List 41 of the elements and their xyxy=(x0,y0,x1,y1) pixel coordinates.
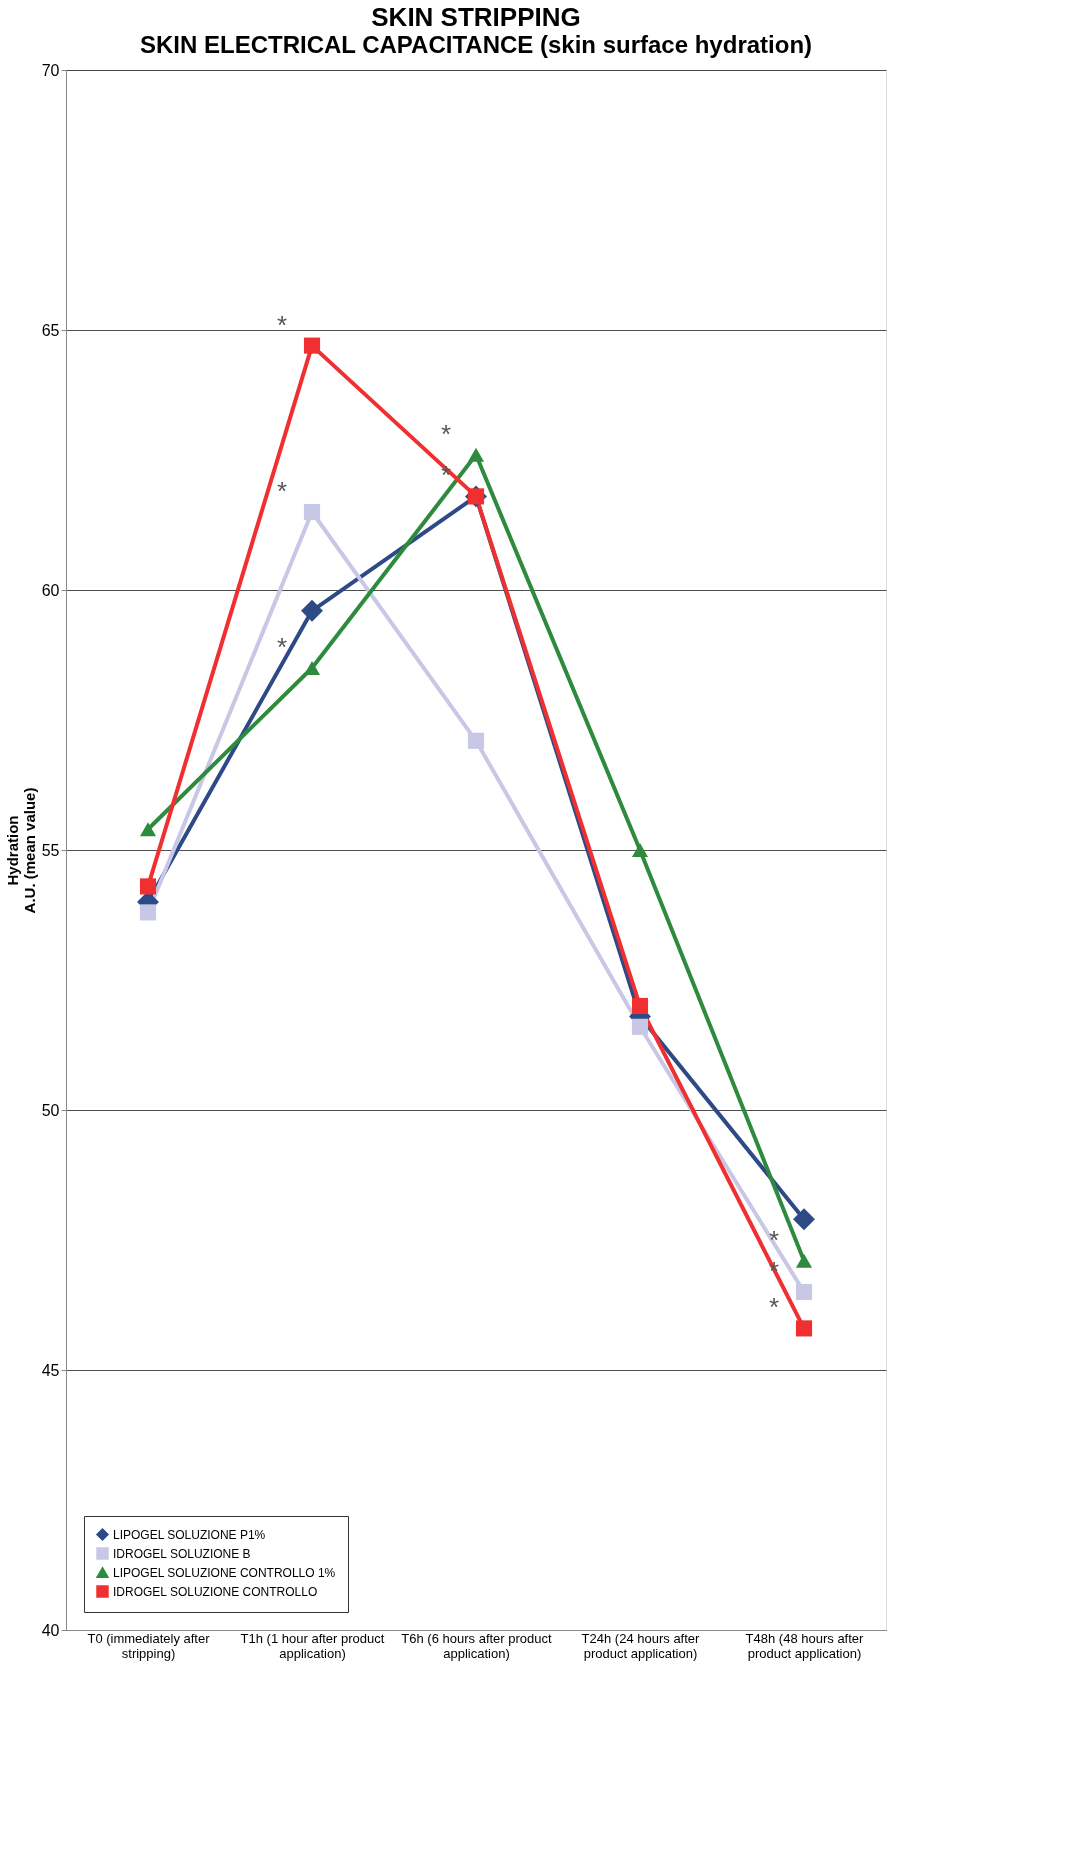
point xyxy=(631,997,649,1015)
x-tick-label: T1h (1 hour after product application) xyxy=(240,1630,385,1661)
point xyxy=(139,822,157,837)
x-tick-label: T24h (24 hours after product application) xyxy=(581,1630,701,1661)
legend-label: IDROGEL SOLUZIONE CONTROLLO xyxy=(113,1584,318,1599)
point xyxy=(139,878,157,895)
legend-label: LIPOGEL SOLUZIONE P1% xyxy=(113,1527,266,1542)
y-axis-title: Hydration A.U. (mean value) xyxy=(3,787,38,914)
chart-title: SKIN STRIPPING xyxy=(371,2,581,32)
point xyxy=(303,503,321,521)
annotation: * xyxy=(768,1292,780,1323)
point xyxy=(467,732,485,749)
y-tick-label: 40 xyxy=(41,1621,60,1639)
y-tick-label: 60 xyxy=(41,581,60,599)
y-tick-label: 45 xyxy=(41,1361,60,1379)
y-tick-label: 70 xyxy=(41,61,60,79)
point xyxy=(139,904,157,921)
point xyxy=(303,337,321,354)
y-tick-label: 50 xyxy=(41,1101,60,1119)
point xyxy=(303,661,321,675)
chart-subtitle: SKIN ELECTRICAL CAPACITANCE (skin surface hydration) xyxy=(139,31,813,58)
y-tick-label: 55 xyxy=(41,841,60,859)
annotation: * xyxy=(276,632,288,662)
x-tick-label: T6h (6 hours after product application) xyxy=(401,1630,553,1661)
x-tick-label: T48h (48 hours after product application) xyxy=(745,1630,865,1661)
x-tick-label: T0 (immediately after stripping) xyxy=(87,1630,211,1661)
point xyxy=(795,1320,813,1337)
legend-label: IDROGEL SOLUZIONE B xyxy=(113,1546,251,1561)
point xyxy=(631,843,649,857)
annotation: * xyxy=(276,476,288,506)
point xyxy=(301,599,323,622)
annotation: * xyxy=(276,309,288,340)
point xyxy=(631,1018,649,1035)
point xyxy=(795,1283,813,1301)
y-tick-label: 65 xyxy=(41,321,60,339)
point xyxy=(793,1208,815,1231)
point xyxy=(467,447,485,462)
annotation: * xyxy=(440,418,452,449)
annotation: * xyxy=(768,1224,780,1255)
legend-label: LIPOGEL SOLUZIONE CONTROLLO 1% xyxy=(113,1565,336,1580)
point xyxy=(795,1253,813,1268)
